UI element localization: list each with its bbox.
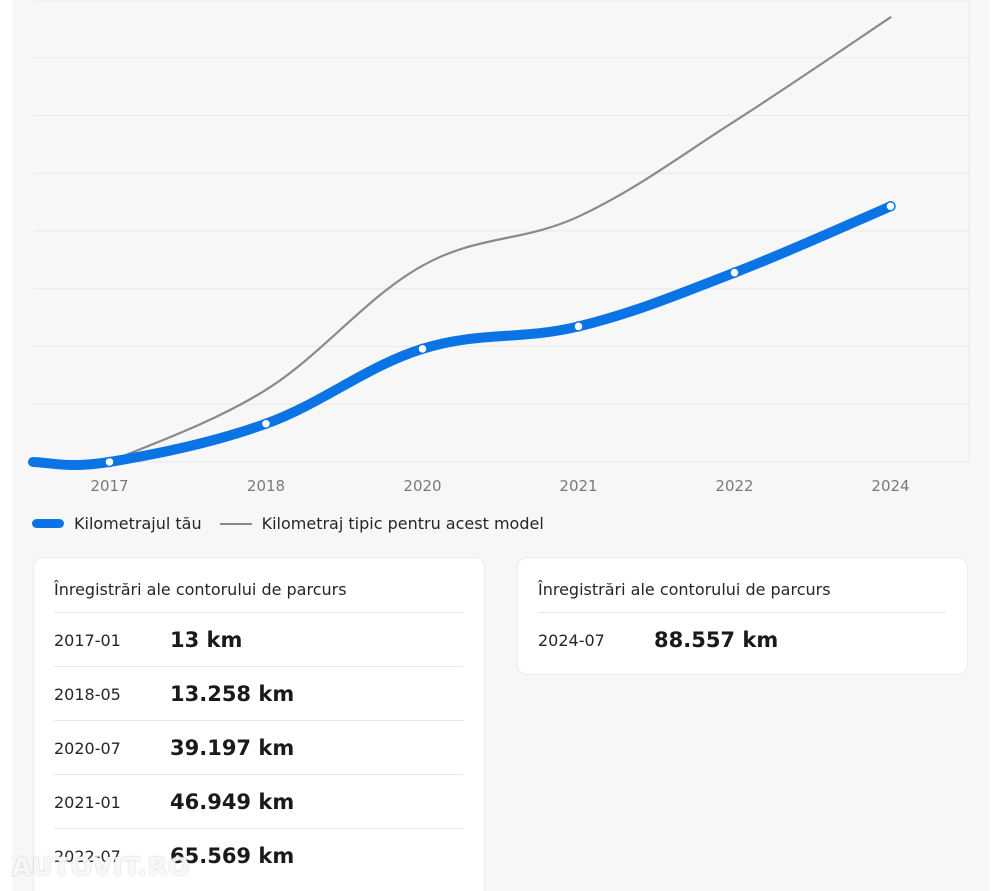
- own-mileage-point: [729, 267, 740, 278]
- record-date: 2020-07: [54, 738, 121, 758]
- own-mileage-point: [573, 321, 584, 332]
- record-km: 13.258 km: [170, 682, 295, 706]
- x-tick-label: 2018: [247, 477, 285, 495]
- legend-swatch-own-mileage: [32, 519, 64, 528]
- record-date: 2021-01: [54, 792, 121, 812]
- record-km: 46.949 km: [170, 790, 295, 814]
- x-tick-label: 2020: [403, 477, 441, 495]
- watermark-logo: AUTOVIT.RO: [12, 852, 191, 881]
- record-row: 2017-01 13 km: [54, 612, 463, 667]
- record-km: 88.557 km: [654, 628, 779, 652]
- record-date: 2022-07: [54, 846, 121, 866]
- legend-item-typical-mileage[interactable]: Kilometraj tipic pentru acest model: [219, 514, 544, 533]
- card-title: Înregistrări ale contorului de parcurs: [538, 580, 831, 599]
- record-row: 2022-07 65.569 km: [54, 828, 463, 883]
- card-title: Înregistrări ale contorului de parcurs: [54, 580, 347, 599]
- own-mileage-point: [417, 343, 428, 355]
- record-row: 2024-07 88.557 km: [538, 612, 946, 667]
- record-date: 2018-05: [54, 684, 121, 704]
- record-km: 13 km: [170, 628, 243, 652]
- record-row: 2020-07 39.197 km: [54, 720, 463, 775]
- record-row: 2018-05 13.258 km: [54, 666, 463, 721]
- x-tick-label: 2022: [715, 477, 753, 495]
- record-row: 2021-01 46.949 km: [54, 774, 463, 829]
- x-tick-label: 2024: [871, 477, 909, 495]
- record-km: 65.569 km: [170, 844, 295, 868]
- chart-legend: Kilometrajul tău Kilometraj tipic pentru…: [32, 514, 562, 533]
- typical-mileage-line: [108, 16, 892, 464]
- legend-label-typical-mileage: Kilometraj tipic pentru acest model: [261, 514, 544, 533]
- record-km: 39.197 km: [170, 736, 295, 760]
- x-tick-label: 2017: [90, 477, 128, 495]
- record-date: 2024-07: [538, 630, 605, 650]
- legend-item-own-mileage[interactable]: Kilometrajul tău: [32, 514, 202, 533]
- own-mileage-point: [260, 418, 272, 429]
- odometer-records-card-right: Înregistrări ale contorului de parcurs 2…: [517, 557, 968, 675]
- own-mileage-point: [885, 201, 896, 212]
- mileage-chart: 2017 2018 2020 2021 2022 2024: [28, 0, 970, 495]
- legend-swatch-typical-mileage: [219, 522, 252, 525]
- odometer-records-card-left: Înregistrări ale contorului de parcurs 2…: [33, 557, 485, 891]
- record-date: 2017-01: [54, 630, 121, 650]
- x-tick-label: 2021: [559, 477, 597, 495]
- own-mileage-point: [104, 456, 115, 468]
- legend-label-own-mileage: Kilometrajul tău: [74, 514, 202, 533]
